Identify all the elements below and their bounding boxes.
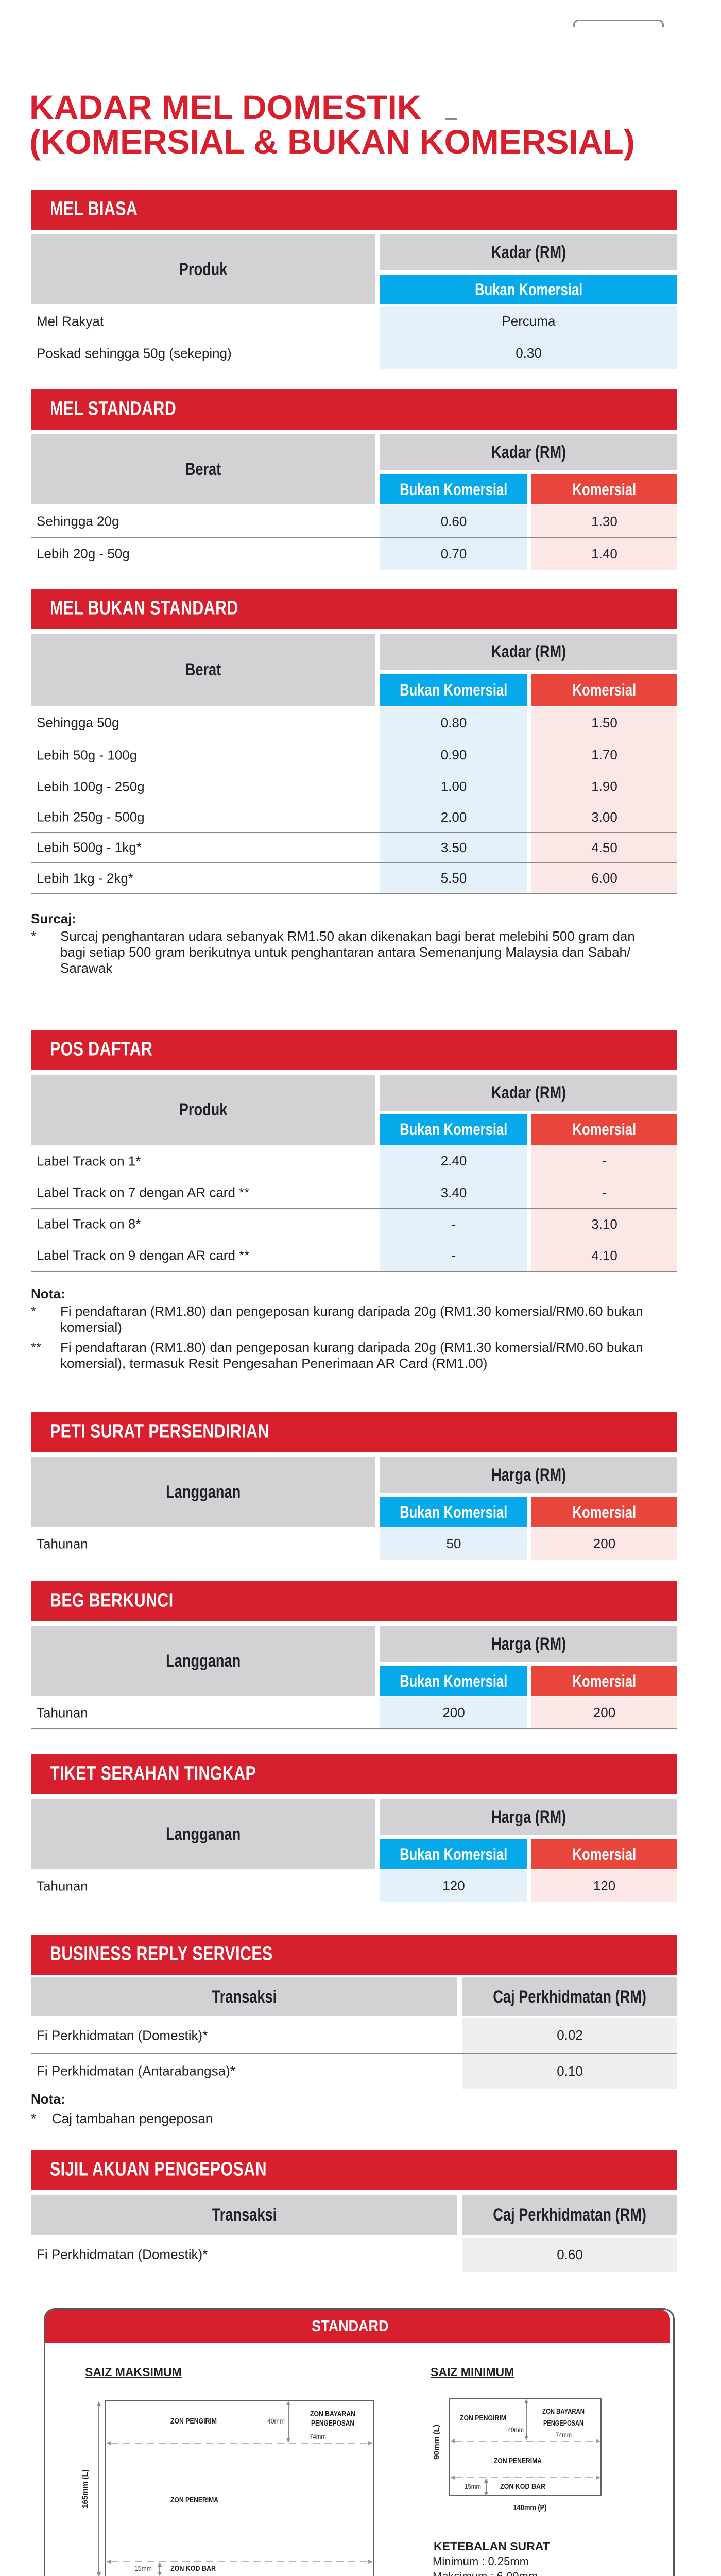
svg-text:ZON PENGIRIM: ZON PENGIRIM [460, 2414, 506, 2422]
svg-text:ZON PENERIMA: ZON PENERIMA [494, 2456, 542, 2465]
svg-text:40mm: 40mm [267, 2417, 285, 2425]
svg-text:ZON BAYARAN: ZON BAYARAN [542, 2407, 585, 2416]
svg-text:90mm (L): 90mm (L) [432, 2425, 441, 2460]
svg-text:ZON BAYARAN: ZON BAYARAN [310, 2410, 355, 2418]
svg-text:15mm: 15mm [134, 2564, 152, 2572]
svg-text:ZON PENERIMA: ZON PENERIMA [170, 2496, 218, 2504]
svg-text:15mm: 15mm [465, 2482, 481, 2490]
svg-text:ZON KOD BAR: ZON KOD BAR [500, 2482, 545, 2491]
svg-text:165mm (L): 165mm (L) [81, 2469, 90, 2509]
svg-text:PENGEPOSAN: PENGEPOSAN [311, 2419, 354, 2428]
svg-text:140mm (P): 140mm (P) [513, 2503, 547, 2512]
svg-text:ZON PENGIRIM: ZON PENGIRIM [170, 2417, 217, 2426]
svg-text:74mm: 74mm [310, 2432, 326, 2441]
svg-text:ZON KOD BAR: ZON KOD BAR [170, 2564, 216, 2573]
svg-text:74mm: 74mm [556, 2431, 572, 2439]
svg-text:PENGEPOSAN: PENGEPOSAN [543, 2419, 583, 2428]
svg-text:40mm: 40mm [508, 2426, 524, 2434]
